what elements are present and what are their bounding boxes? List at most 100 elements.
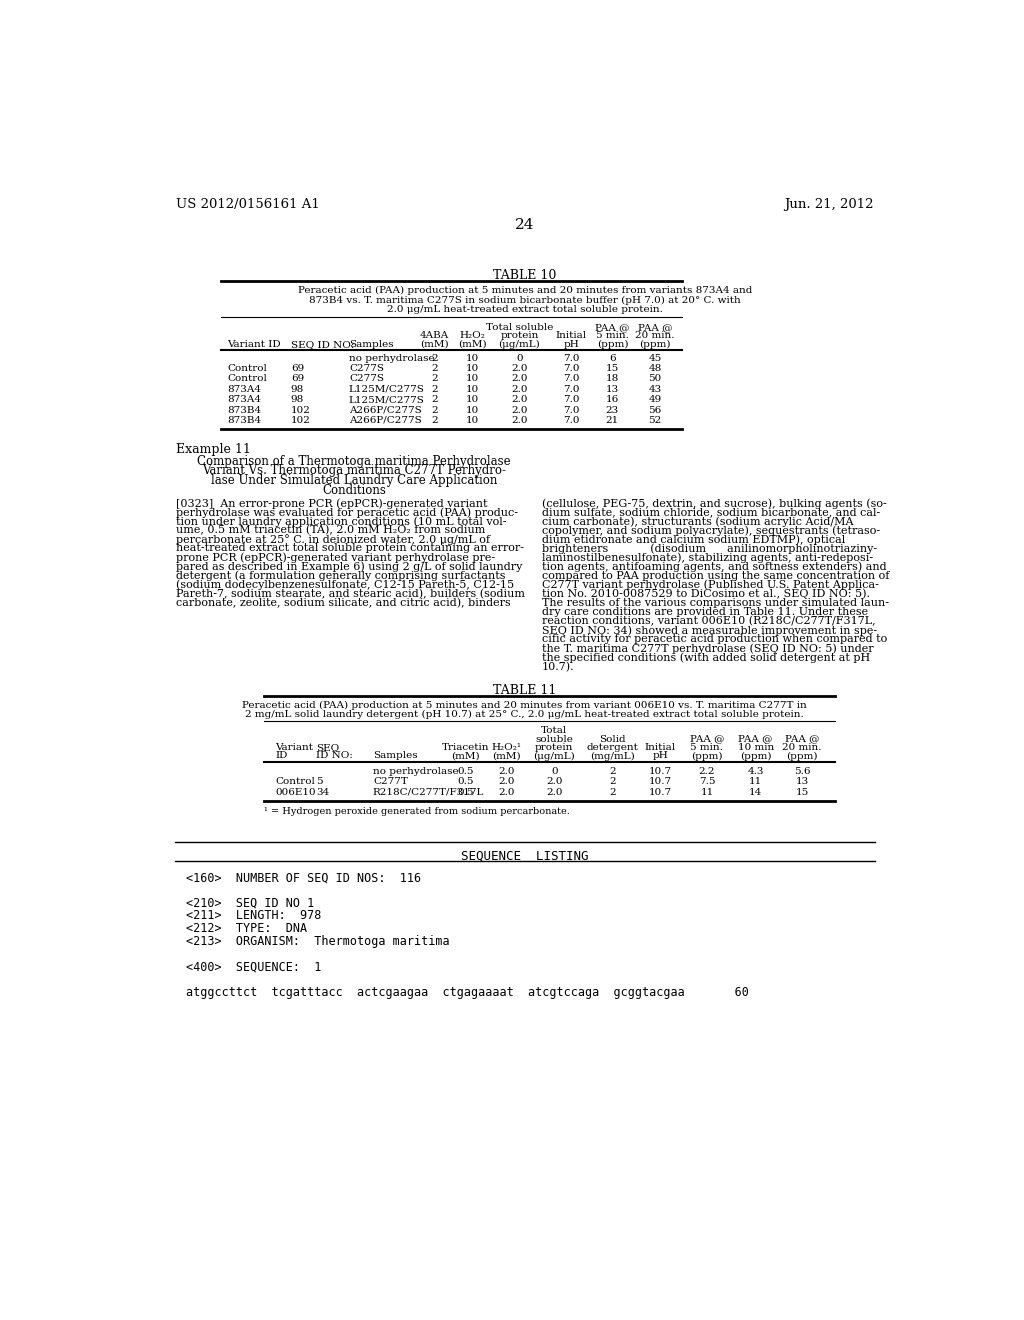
Text: <213>  ORGANISM:  Thermotoga maritima: <213> ORGANISM: Thermotoga maritima [186,935,450,948]
Text: C277T variant perhydrolase (Published U.S. Patent Applica-: C277T variant perhydrolase (Published U.… [542,579,879,590]
Text: SEQ: SEQ [316,743,340,752]
Text: 4ABA: 4ABA [420,331,449,341]
Text: 5.6: 5.6 [794,767,811,776]
Text: 102: 102 [291,416,310,425]
Text: Samples: Samples [373,751,418,760]
Text: (ppm): (ppm) [786,751,818,760]
Text: (mM): (mM) [492,751,520,760]
Text: 10.7: 10.7 [649,777,672,787]
Text: 13: 13 [796,777,809,787]
Text: 11: 11 [750,777,763,787]
Text: 873B4: 873B4 [227,405,261,414]
Text: Total: Total [541,726,567,735]
Text: 2: 2 [431,405,437,414]
Text: 48: 48 [648,364,662,374]
Text: (ppm): (ppm) [740,751,771,760]
Text: SEQ ID NO:: SEQ ID NO: [291,339,354,348]
Text: Conditions: Conditions [323,483,386,496]
Text: A266P/C277S: A266P/C277S [349,416,422,425]
Text: 10: 10 [466,354,479,363]
Text: 2: 2 [431,416,437,425]
Text: 5 min.: 5 min. [690,743,723,752]
Text: 2: 2 [431,364,437,374]
Text: 24: 24 [515,218,535,232]
Text: C277T: C277T [373,777,408,787]
Text: Control: Control [227,364,267,374]
Text: 2 mg/mL solid laundry detergent (pH 10.7) at 25° C., 2.0 μg/mL heat-treated extr: 2 mg/mL solid laundry detergent (pH 10.7… [246,710,804,719]
Text: Initial: Initial [556,331,587,341]
Text: 2: 2 [431,375,437,383]
Text: 2: 2 [609,788,615,797]
Text: detergent (a formulation generally comprising surfactants: detergent (a formulation generally compr… [176,570,506,581]
Text: 0: 0 [551,767,557,776]
Text: Control: Control [227,375,267,383]
Text: 5: 5 [316,777,323,787]
Text: 56: 56 [648,405,662,414]
Text: 20 min.: 20 min. [635,331,675,341]
Text: 10: 10 [466,416,479,425]
Text: 7.0: 7.0 [563,385,580,393]
Text: 16: 16 [606,395,618,404]
Text: percarbonate at 25° C. in deionized water, 2.0 μg/mL of: percarbonate at 25° C. in deionized wate… [176,535,490,545]
Text: (ppm): (ppm) [597,339,628,348]
Text: 2.0: 2.0 [546,777,562,787]
Text: dium etidronate and calcium sodium EDTMP), optical: dium etidronate and calcium sodium EDTMP… [542,535,845,545]
Text: Solid: Solid [599,734,626,743]
Text: heat-treated extract total soluble protein containing an error-: heat-treated extract total soluble prote… [176,544,524,553]
Text: <210>  SEQ ID NO 1: <210> SEQ ID NO 1 [186,896,314,909]
Text: brighteners            (disodium      anilinomorpholinotriaziny-: brighteners (disodium anilinomorpholinot… [542,544,877,554]
Text: soluble: soluble [536,734,573,743]
Text: ¹ = Hydrogen peroxide generated from sodium percarbonate.: ¹ = Hydrogen peroxide generated from sod… [263,808,569,816]
Text: PAA @: PAA @ [738,734,773,743]
Text: (mM): (mM) [451,751,479,760]
Text: US 2012/0156161 A1: US 2012/0156161 A1 [176,198,319,211]
Text: C277S: C277S [349,364,384,374]
Text: 2.0: 2.0 [498,788,514,797]
Text: 2: 2 [609,767,615,776]
Text: 873B4: 873B4 [227,416,261,425]
Text: 52: 52 [648,416,662,425]
Text: 4.3: 4.3 [748,767,764,776]
Text: 10: 10 [466,405,479,414]
Text: 2.0 μg/mL heat-treated extract total soluble protein.: 2.0 μg/mL heat-treated extract total sol… [387,305,663,314]
Text: <400>  SEQUENCE:  1: <400> SEQUENCE: 1 [186,960,322,973]
Text: (mM): (mM) [420,339,449,348]
Text: no perhydrolase: no perhydrolase [373,767,459,776]
Text: ume, 0.5 mM triacetin (TA), 2.0 mM H₂O₂ from sodium: ume, 0.5 mM triacetin (TA), 2.0 mM H₂O₂ … [176,525,485,536]
Text: H₂O₂: H₂O₂ [460,331,485,341]
Text: L125M/C277S: L125M/C277S [349,385,425,393]
Text: 10: 10 [466,395,479,404]
Text: 006E10: 006E10 [275,788,315,797]
Text: The results of the various comparisons under simulated laun-: The results of the various comparisons u… [542,598,889,609]
Text: PAA @: PAA @ [785,734,819,743]
Text: Variant Vs. Thermotoga maritima C277T Perhydro-: Variant Vs. Thermotoga maritima C277T Pe… [203,465,506,478]
Text: Comparison of a Thermotoga maritima Perhydrolase: Comparison of a Thermotoga maritima Perh… [198,455,511,467]
Text: pH: pH [563,339,580,348]
Text: 7.5: 7.5 [698,777,715,787]
Text: (mg/mL): (mg/mL) [590,751,635,760]
Text: 2.0: 2.0 [511,395,527,404]
Text: (sodium dodecylbenzenesulfonate, C12-15 Pareth-5, C12-15: (sodium dodecylbenzenesulfonate, C12-15 … [176,579,514,590]
Text: (cellulose, PEG-75, dextrin, and sucrose), bulking agents (so-: (cellulose, PEG-75, dextrin, and sucrose… [542,498,887,508]
Text: perhydrolase was evaluated for peracetic acid (PAA) produc-: perhydrolase was evaluated for peracetic… [176,507,518,517]
Text: compared to PAA production using the same concentration of: compared to PAA production using the sam… [542,570,889,581]
Text: 43: 43 [648,385,662,393]
Text: 11: 11 [700,788,714,797]
Text: 2: 2 [609,777,615,787]
Text: (ppm): (ppm) [691,751,723,760]
Text: 10.7: 10.7 [649,767,672,776]
Text: 18: 18 [606,375,618,383]
Text: Samples: Samples [349,339,393,348]
Text: 2.0: 2.0 [511,385,527,393]
Text: SEQ ID NO: 34) showed a measurable improvement in spe-: SEQ ID NO: 34) showed a measurable impro… [542,626,877,636]
Text: laminostilbenesulfonate), stabilizing agents, anti-redeposi-: laminostilbenesulfonate), stabilizing ag… [542,553,873,564]
Text: 0.5: 0.5 [457,788,473,797]
Text: 49: 49 [648,395,662,404]
Text: 2: 2 [431,395,437,404]
Text: (μg/mL): (μg/mL) [534,751,575,760]
Text: Initial: Initial [645,743,676,752]
Text: 5 min.: 5 min. [596,331,629,341]
Text: R218C/C277T/F317L: R218C/C277T/F317L [373,788,484,797]
Text: 10: 10 [466,375,479,383]
Text: Jun. 21, 2012: Jun. 21, 2012 [784,198,873,211]
